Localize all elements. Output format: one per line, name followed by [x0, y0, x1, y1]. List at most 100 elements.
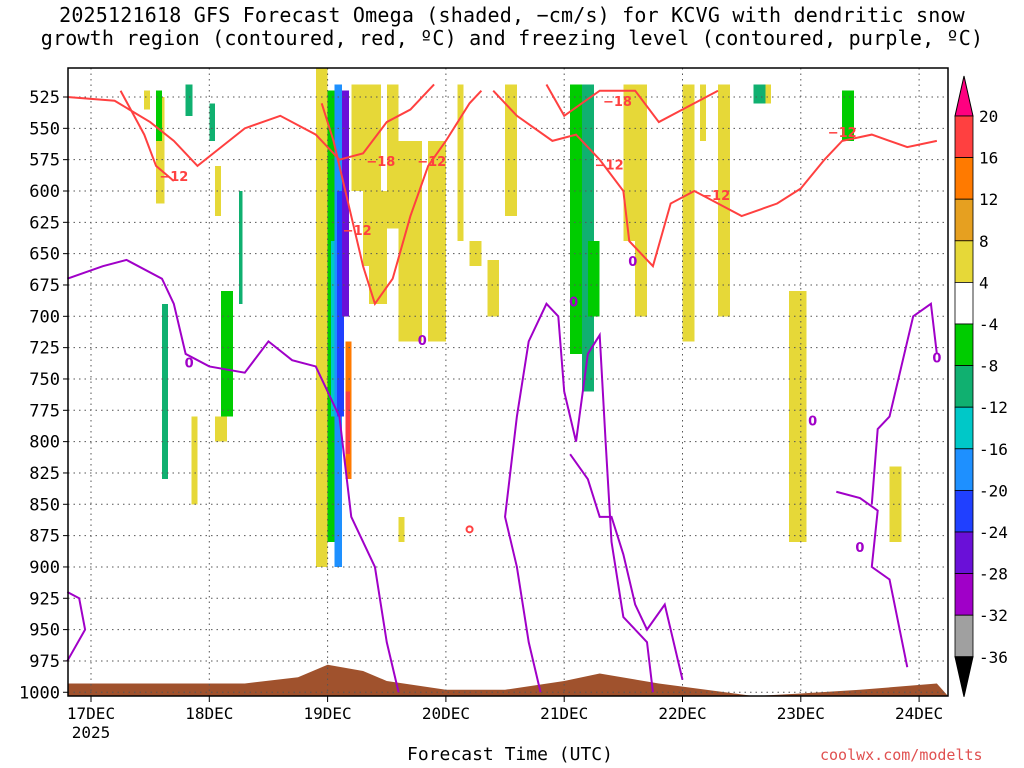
- colorbar-label: -32: [979, 606, 1008, 625]
- dgz-contour: [119, 90, 175, 182]
- colorbar-cell: [954, 531, 974, 574]
- omega-cell: [842, 90, 855, 141]
- colorbar-cell: [954, 614, 974, 658]
- colorbar-label: -20: [979, 481, 1008, 500]
- freezing-label: 0: [808, 414, 817, 429]
- colorbar-cell: [954, 448, 974, 491]
- omega-cell: [581, 84, 594, 392]
- freezing-contour: [836, 490, 909, 668]
- x-tick-label: 21DEC: [540, 704, 588, 723]
- dgz-contour-blob: [465, 525, 474, 534]
- colorbar-cell: [954, 489, 974, 533]
- colorbar-cell: [954, 323, 974, 366]
- dgz-label: −12: [595, 159, 624, 174]
- omega-cell: [428, 140, 446, 342]
- colorbar-top-arrow: [954, 75, 974, 117]
- dgz-label: −18: [603, 95, 632, 110]
- omega-cell: [345, 391, 351, 455]
- omega-cell: [331, 241, 338, 417]
- dgz-label: −12: [828, 126, 857, 141]
- colorbar-bottom-arrow: [954, 656, 974, 697]
- freezing-label: 0: [932, 352, 941, 367]
- omega-cell: [215, 416, 228, 442]
- dgz-label: −12: [343, 224, 372, 239]
- dgz-label: −12: [417, 155, 446, 170]
- omega-cell: [156, 90, 162, 141]
- omega-cell: [161, 303, 168, 480]
- y-axis: 525 550 575 600 625 650 675 700 725 750 775 800 825 8…: [19, 88, 68, 703]
- colorbar-label: -36: [979, 648, 1008, 667]
- x-tick-label: 23DEC: [777, 704, 825, 723]
- freezing-label: 0: [855, 541, 864, 556]
- omega-cell: [386, 84, 399, 229]
- colorbar: 20 16 12 8 4 -4 -8 -12 -16 -20 -24 -28 -32 -36: [954, 75, 1008, 697]
- y-tick-label: 600: [29, 182, 60, 202]
- omega-cell: [788, 291, 807, 542]
- y-tick-label: 750: [29, 370, 60, 390]
- y-tick-label: 675: [29, 276, 60, 296]
- x-axis: 17DEC 18DEC 19DEC 20DEC 21DEC 22DEC 23DEC 24DEC…: [67, 696, 943, 742]
- omega-cell: [570, 84, 582, 354]
- omega-cell: [700, 84, 707, 141]
- x-year-label: 2025: [72, 723, 111, 742]
- omega-shading: [144, 68, 902, 567]
- omega-cell: [209, 103, 216, 141]
- title-line-2: growth region (contoured, red, ºC) and f…: [40, 26, 984, 50]
- x-tick-label: 24DEC: [895, 704, 943, 723]
- y-tick-label: 775: [29, 401, 60, 421]
- dgz-contour: [492, 90, 938, 269]
- colorbar-label: 20: [979, 107, 998, 126]
- credit-text: coolwx.com/modelts: [820, 746, 983, 764]
- colorbar-label: 4: [979, 273, 989, 292]
- chart-title: 2025121618 GFS Forecast Omega (shaded, −…: [0, 4, 1024, 50]
- y-tick-label: 975: [29, 652, 60, 672]
- x-axis-title: Forecast Time (UTC): [407, 744, 613, 765]
- y-tick-label: 625: [29, 213, 60, 233]
- omega-cell: [587, 241, 600, 317]
- omega-cell: [191, 416, 198, 505]
- colorbar-cell: [954, 198, 974, 242]
- dgz-contours: [67, 83, 938, 534]
- y-tick-label: 525: [29, 88, 60, 108]
- omega-cell: [315, 68, 328, 567]
- omega-cell: [753, 84, 766, 104]
- omega-cell: [156, 97, 165, 204]
- y-tick-label: 650: [29, 245, 60, 265]
- omega-cell: [717, 84, 730, 317]
- colorbar-label: -24: [979, 523, 1008, 542]
- x-tick-label: 22DEC: [658, 704, 706, 723]
- title-line-1: 2025121618 GFS Forecast Omega (shaded, −…: [59, 3, 965, 27]
- colorbar-label: -8: [979, 357, 998, 376]
- freezing-label: 0: [418, 334, 427, 349]
- colorbar-label: 16: [979, 149, 998, 168]
- terrain-fill: [68, 664, 948, 697]
- omega-cell: [221, 291, 233, 417]
- colorbar-cell: [954, 365, 974, 408]
- freezing-label: 0: [185, 357, 194, 372]
- colorbar-label: -4: [979, 315, 998, 334]
- x-tick-label: 17DEC: [67, 704, 115, 723]
- y-tick-label: 800: [29, 433, 60, 453]
- freezing-contour: [870, 301, 938, 505]
- contour-labels: −12 −12 −18 −12 −18 −12 −12 −12 0 0 0 0 0 0 0: [159, 95, 941, 556]
- colorbar-cell: [954, 573, 974, 616]
- y-tick-label: 550: [29, 119, 60, 139]
- y-tick-label: 850: [29, 495, 60, 515]
- colorbar-label: -12: [979, 398, 1008, 417]
- colorbar-cell: [954, 240, 974, 283]
- y-tick-label: 725: [29, 339, 60, 359]
- omega-cell: [351, 84, 364, 191]
- omega-cell: [487, 259, 500, 317]
- colorbar-label: 8: [979, 232, 989, 251]
- grid-lines: [68, 68, 948, 696]
- x-tick-label: 19DEC: [304, 704, 352, 723]
- y-tick-label: 950: [29, 621, 60, 641]
- freezing-contour: [66, 591, 87, 662]
- colorbar-cell: [954, 157, 974, 200]
- omega-cell: [457, 84, 464, 242]
- omega-cell: [398, 516, 405, 542]
- x-tick-label: 20DEC: [422, 704, 470, 723]
- y-tick-label: 900: [29, 558, 60, 578]
- freezing-contours: [66, 258, 938, 693]
- colorbar-cell: [954, 115, 974, 158]
